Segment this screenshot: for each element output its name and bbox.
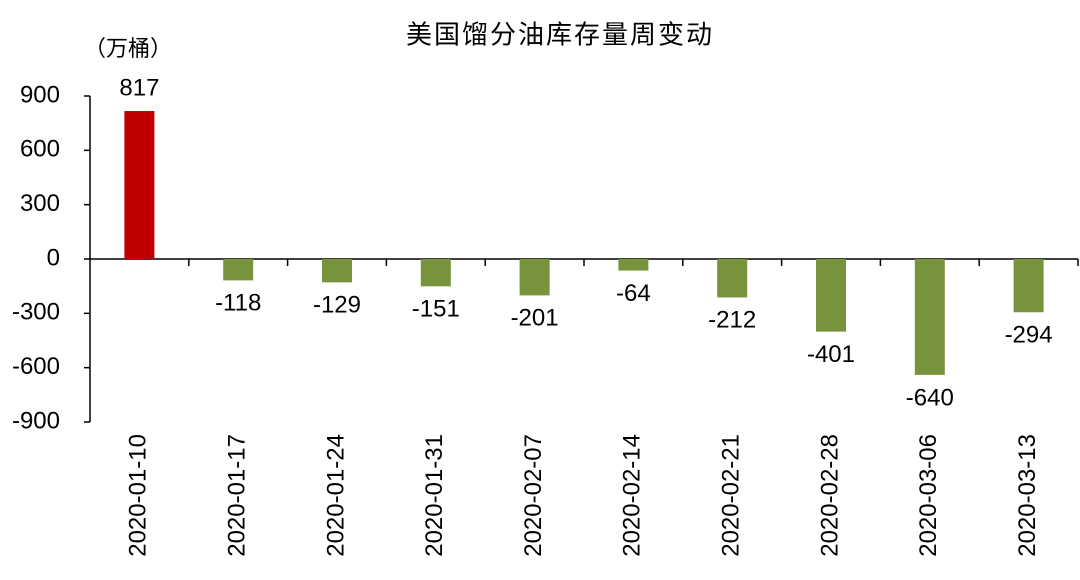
bar bbox=[322, 259, 352, 283]
x-tick-label: 2020-02-28 bbox=[816, 434, 843, 557]
data-label: -401 bbox=[807, 341, 855, 368]
data-label: -201 bbox=[511, 305, 559, 332]
data-label: -118 bbox=[215, 290, 261, 317]
data-label: -640 bbox=[906, 384, 954, 411]
y-axis-unit: （万桶） bbox=[84, 37, 172, 62]
bar bbox=[1013, 259, 1044, 313]
x-tick-label: 2020-03-06 bbox=[915, 434, 942, 557]
data-label: -64 bbox=[616, 280, 651, 307]
data-label: -151 bbox=[412, 296, 460, 323]
y-tick-label: -600 bbox=[12, 353, 60, 380]
bar bbox=[717, 259, 748, 298]
bar bbox=[618, 259, 649, 271]
bar bbox=[124, 111, 155, 259]
data-label: -212 bbox=[708, 307, 756, 334]
y-tick-label: 0 bbox=[47, 244, 60, 271]
x-tick-label: 2020-03-13 bbox=[1014, 434, 1041, 557]
x-tick-label: 2020-01-31 bbox=[421, 434, 448, 557]
y-tick-label: -300 bbox=[12, 299, 60, 326]
data-label: -129 bbox=[313, 292, 361, 319]
x-tick-label: 2020-01-10 bbox=[125, 434, 152, 557]
bar bbox=[519, 259, 550, 296]
bar bbox=[816, 259, 846, 332]
bar bbox=[420, 259, 451, 287]
bar bbox=[914, 259, 945, 375]
x-tick-label: 2020-02-21 bbox=[718, 434, 745, 557]
y-tick-label: 300 bbox=[20, 190, 60, 217]
data-label: -294 bbox=[1005, 322, 1053, 349]
chart-title: 美国馏分油库存量周变动 bbox=[406, 21, 714, 51]
x-tick-label: 2020-01-17 bbox=[224, 434, 251, 557]
x-tick-label: 2020-02-14 bbox=[619, 434, 646, 557]
data-label: 817 bbox=[119, 74, 159, 101]
y-tick-label: 600 bbox=[20, 136, 60, 163]
y-tick-label: 900 bbox=[20, 81, 60, 108]
bar bbox=[223, 259, 254, 281]
x-tick-label: 2020-02-07 bbox=[520, 434, 547, 557]
x-tick-label: 2020-01-24 bbox=[322, 434, 349, 557]
y-tick-label: -900 bbox=[12, 407, 60, 434]
